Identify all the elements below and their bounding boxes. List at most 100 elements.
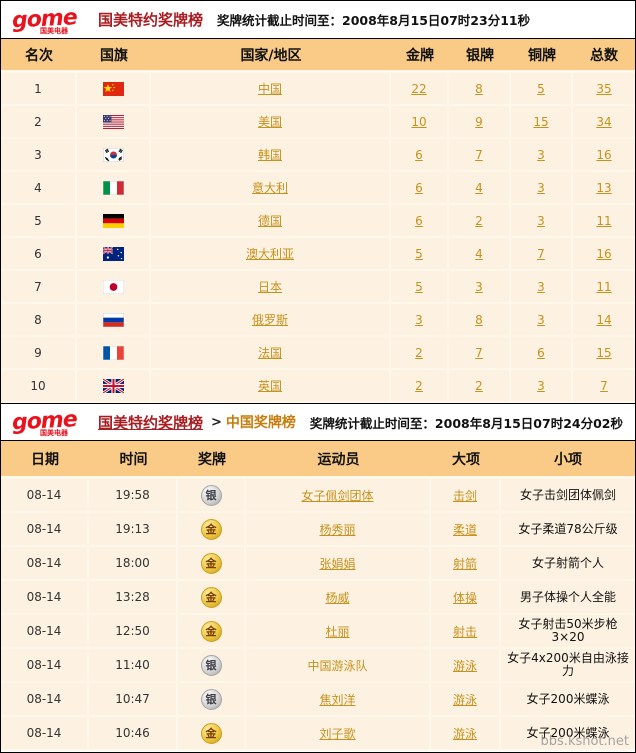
gold-count-link[interactable]: 2 [415,345,423,360]
bronze-count-link[interactable]: 3 [537,147,545,162]
gold-count-link[interactable]: 2 [415,378,423,393]
gold-count-link[interactable]: 10 [411,114,427,129]
country-link[interactable]: 澳大利亚 [245,247,294,261]
sport-link[interactable]: 游泳 [452,692,477,707]
sport-link[interactable]: 柔道 [452,522,477,537]
gold-medal-icon: 金 [200,552,222,574]
silver-count-link[interactable]: 9 [475,114,483,129]
flag-cell [77,172,151,203]
athlete-cell: 女子佩剑团体 [246,479,431,511]
athlete-link[interactable]: 女子佩剑团体 [301,488,374,503]
country-link[interactable]: 法国 [257,346,282,360]
medal-table-row: 2 美国 10 9 15 34 [1,106,635,139]
gold-count-link[interactable]: 3 [415,312,423,327]
sport-link[interactable]: 游泳 [452,726,477,741]
sport-link[interactable]: 击剑 [452,488,477,503]
country-link[interactable]: 英国 [257,379,282,393]
country-link[interactable]: 德国 [257,214,282,228]
total-count-link[interactable]: 7 [600,378,608,393]
bronze-count-cell: 3 [511,172,573,203]
sport-link[interactable]: 射击 [452,624,477,639]
country-cell: 美国 [151,106,391,137]
bronze-count-link[interactable]: 3 [537,279,545,294]
gold-count-link[interactable]: 6 [415,180,423,195]
column-header: 国家/地区 [240,47,302,64]
bronze-count-link[interactable]: 15 [533,114,549,129]
gold-count-cell: 10 [391,106,449,137]
gold-count-link[interactable]: 5 [415,246,423,261]
silver-count-link[interactable]: 2 [475,213,483,228]
silver-count-link[interactable]: 3 [475,279,483,294]
athlete-link[interactable]: 杨威 [325,590,350,605]
total-count-link[interactable]: 11 [596,213,612,228]
country-link[interactable]: 日本 [257,280,282,294]
silver-count-link[interactable]: 8 [475,81,483,96]
silver-count-link[interactable]: 8 [475,312,483,327]
date-cell: 08-14 [1,581,89,613]
breadcrumb-current: 中国奖牌榜 [225,415,296,431]
china-table-row: 08-14 18:00 金 张娟娟 射箭 女子射箭个人 [1,547,635,581]
gold-medal-icon: 金 [200,586,222,608]
gold-count-link[interactable]: 6 [415,213,423,228]
flag-gb-icon [102,378,124,393]
rank-cell: 8 [1,304,77,335]
total-count-link[interactable]: 15 [596,345,612,360]
silver-count-link[interactable]: 7 [475,345,483,360]
country-link[interactable]: 中国 [257,82,282,96]
breadcrumb-root-link[interactable]: 国美特约奖牌榜 [98,413,204,432]
event-cell: 女子200米蝶泳 [501,717,635,749]
sport-link[interactable]: 游泳 [452,658,477,673]
bronze-count-link[interactable]: 5 [537,81,545,96]
country-link[interactable]: 韩国 [257,148,282,162]
silver-count-link[interactable]: 4 [475,246,483,261]
column-header: 国旗 [100,47,128,64]
athlete-link[interactable]: 张娟娟 [319,556,356,571]
event-name: 女子4x200米自由泳接力 [507,651,629,678]
silver-medal-icon: 银 [200,654,222,676]
gome-logo-2[interactable]: gome 国美电器 [6,407,98,436]
gome-logo[interactable]: gome 国美电器 [6,5,98,34]
bronze-count-link[interactable]: 3 [537,213,545,228]
country-link[interactable]: 俄罗斯 [251,313,288,327]
total-count-link[interactable]: 16 [596,147,612,162]
total-count-link[interactable]: 35 [596,81,612,96]
silver-count-cell: 2 [449,370,511,401]
gold-count-link[interactable]: 6 [415,147,423,162]
country-link[interactable]: 意大利 [251,181,288,195]
time-cell: 10:47 [89,683,178,715]
medal-table-row: 9 法国 2 7 6 15 [1,337,635,370]
bronze-count-link[interactable]: 3 [537,378,545,393]
gold-count-link[interactable]: 5 [415,279,423,294]
athlete-link[interactable]: 杨秀丽 [319,522,356,537]
total-count-link[interactable]: 13 [596,180,612,195]
gold-medal-icon: 金 [200,620,222,642]
china-table-body: 08-14 19:58 银女子佩剑团体 击剑 女子击剑团体佩剑 08-14 19:13 金杨秀… [1,479,635,751]
bronze-count-link[interactable]: 7 [537,246,545,261]
gold-medal-icon: 金 [200,722,222,744]
silver-count-link[interactable]: 7 [475,147,483,162]
medal-cell: 金 [178,615,246,647]
total-count-link[interactable]: 11 [596,279,612,294]
medal-table-row: 10 英国 2 2 3 7 [1,370,635,403]
column-header: 金牌 [406,47,434,64]
bronze-count-link[interactable]: 3 [537,180,545,195]
sport-cell: 体操 [431,581,501,613]
date-cell: 08-14 [1,547,89,579]
athlete-link[interactable]: 焦刘洋 [319,692,356,707]
sport-link[interactable]: 体操 [452,590,477,605]
athlete-link[interactable]: 刘子歌 [319,726,356,741]
sport-link[interactable]: 射箭 [452,556,477,571]
gold-count-link[interactable]: 22 [411,81,427,96]
bronze-count-link[interactable]: 3 [537,312,545,327]
country-link[interactable]: 美国 [257,115,282,129]
rank-cell: 3 [1,139,77,170]
silver-medal-icon: 银 [200,688,222,710]
silver-count-link[interactable]: 2 [475,378,483,393]
bronze-count-link[interactable]: 6 [537,345,545,360]
silver-count-link[interactable]: 4 [475,180,483,195]
total-count-link[interactable]: 16 [596,246,612,261]
total-count-link[interactable]: 14 [596,312,612,327]
medal-table-row: 8 俄罗斯 3 8 3 14 [1,304,635,337]
athlete-link[interactable]: 杜丽 [325,624,350,639]
total-count-link[interactable]: 34 [596,114,612,129]
